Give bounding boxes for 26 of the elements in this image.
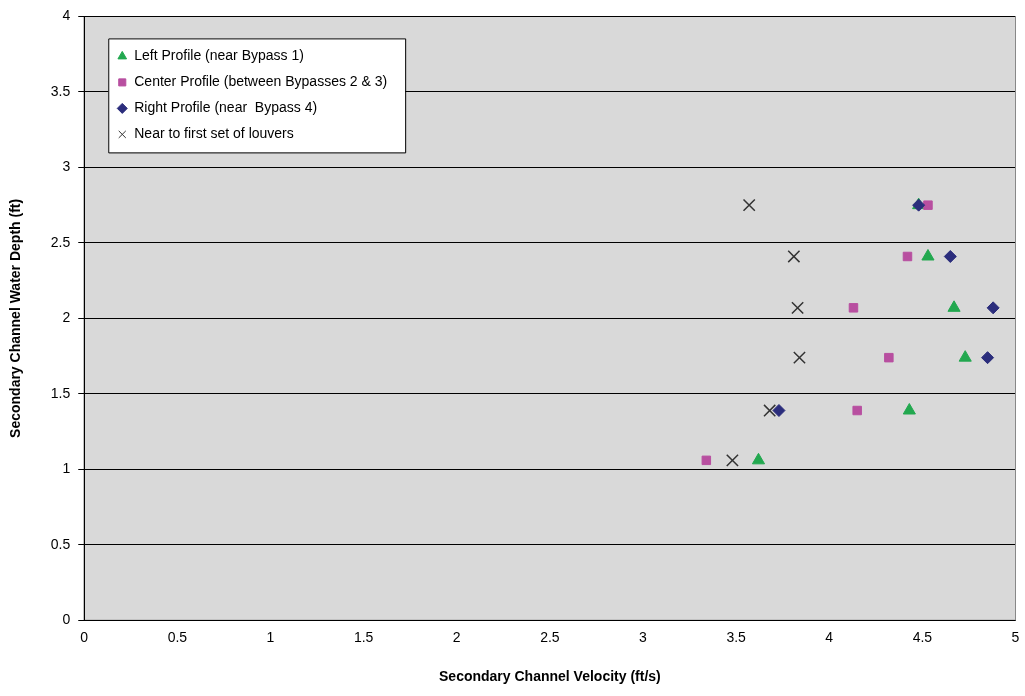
x-tick-label: 1.5 [353, 628, 374, 645]
y-tick-label: 2.5 [50, 233, 71, 250]
y-tick-label: 1.5 [50, 384, 71, 401]
x-tick-label: 5 [1011, 628, 1020, 645]
y-tick-label: 2 [62, 309, 71, 326]
y-axis-title: Secondary Channel Water Depth (ft) [7, 198, 24, 438]
x-tick-label: 3.5 [726, 628, 747, 645]
x-tick-label: 0.5 [167, 628, 188, 645]
x-tick-label: 2.5 [540, 628, 560, 645]
y-tick-label: 0 [62, 611, 71, 628]
legend-label: Center Profile (between Bypasses 2 & 3) [134, 73, 388, 90]
x-axis-title: Secondary Channel Velocity (ft/s) [439, 668, 661, 685]
x-tick-label: 4.5 [912, 628, 933, 645]
legend-label: Left Profile (near Bypass 1) [134, 47, 304, 64]
x-tick-label: 3 [639, 628, 648, 645]
x-tick-label: 2 [452, 628, 461, 645]
x-tick-label: 1 [266, 628, 275, 645]
y-tick-label: 1 [62, 460, 71, 477]
y-tick-label: 4 [62, 7, 71, 24]
y-tick-label: 0.5 [50, 535, 71, 552]
legend-label: Near to first set of louvers [134, 125, 294, 142]
y-tick-label: 3 [62, 158, 71, 175]
x-tick-label: 0 [80, 628, 89, 645]
legend-label: Right Profile (near Bypass 4) [134, 99, 318, 116]
x-tick-label: 4 [825, 628, 834, 645]
y-tick-label: 3.5 [50, 82, 71, 99]
